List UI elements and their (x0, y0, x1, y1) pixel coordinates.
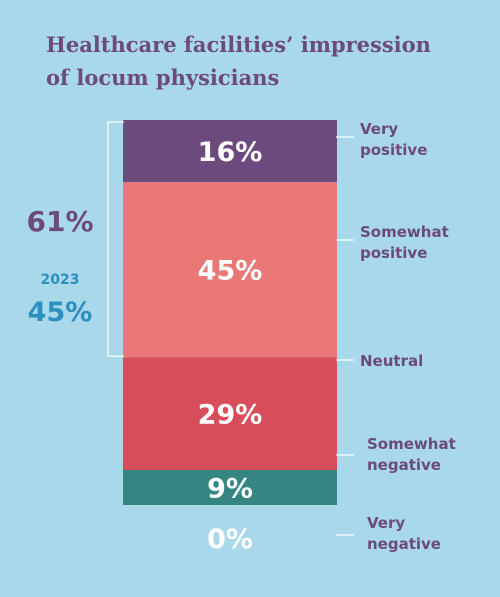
value-label-somewhat-negative: 9% (207, 474, 253, 505)
bar-segment-somewhat-positive (123, 182, 337, 358)
chart-title-line-1: Healthcare facilities’ impression (46, 32, 431, 57)
category-label-neutral: Neutral (360, 352, 423, 370)
chart-title-line-2: of locum physicians (46, 65, 280, 90)
value-label-somewhat-positive: 45% (198, 256, 263, 287)
category-label-very-positive: Very positive (360, 120, 427, 159)
bar-segment-neutral (123, 357, 337, 470)
category-label-somewhat-negative: Somewhat negative (367, 435, 456, 474)
positive-total-value: 61% (26, 205, 94, 238)
bar-segment-somewhat-negative (123, 470, 337, 505)
category-label-somewhat-positive: Somewhat positive (360, 223, 449, 262)
chart-title: Healthcare facilities’ impression of loc… (46, 28, 466, 94)
previous-positive-total-value: 45% (27, 297, 93, 328)
bar-segment-very-positive (123, 120, 337, 183)
category-label-very-negative: Very negative (367, 514, 441, 553)
positive-bracket (107, 121, 124, 357)
value-label-neutral: 29% (198, 400, 263, 431)
previous-year-label: 2023 (40, 272, 80, 288)
value-label-very-positive: 16% (198, 137, 263, 168)
value-label-very-negative: 0% (207, 524, 253, 555)
